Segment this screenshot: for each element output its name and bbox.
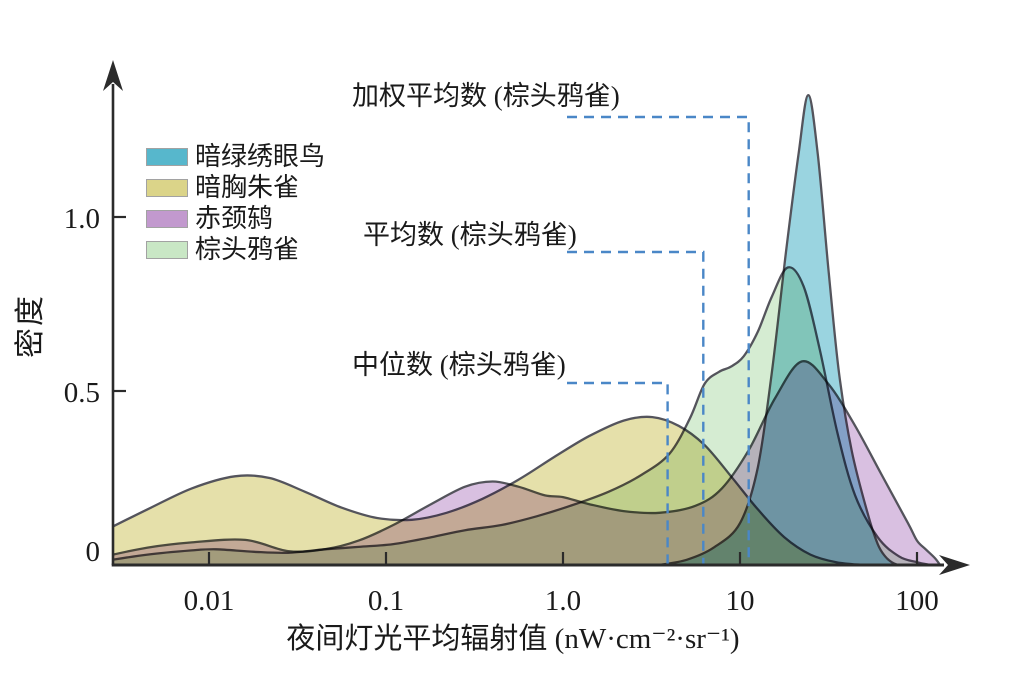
x-tick-label: 100 (895, 585, 939, 617)
y-axis-arrow-icon (103, 60, 123, 91)
legend-label: 暗绿绣眼鸟 (195, 141, 326, 171)
y-axis-title: 密度 (14, 294, 47, 358)
stat-line-mean (567, 250, 705, 565)
axis-tick-labels: 0.01 0.1 1.0 10 100 0 0.5 1.0 (64, 203, 939, 617)
y-tick-label: 0 (86, 536, 101, 568)
y-tick-label: 1.0 (64, 203, 100, 235)
legend-label: 棕头鸦雀 (195, 234, 300, 264)
legend-label: 暗胸朱雀 (195, 172, 300, 202)
legend-item-1: 暗胸朱雀 (146, 172, 325, 203)
annotation-median: 中位数 (棕头鸦雀) (352, 350, 566, 380)
legend-label: 赤颈鸫 (195, 203, 274, 233)
legend-item-2: 赤颈鸫 (146, 203, 325, 234)
x-tick-label: 10 (726, 585, 755, 617)
x-axis-arrow-icon (939, 555, 970, 575)
x-tick-label: 0.1 (368, 585, 404, 617)
annotation-weighted-mean: 加权平均数 (棕头鸦雀) (352, 81, 620, 111)
legend: 暗绿绣眼鸟 暗胸朱雀 赤颈鸫 棕头鸦雀 (146, 141, 325, 265)
legend-swatch (146, 240, 188, 259)
legend-swatch (146, 147, 188, 166)
stat-dashed-lines (567, 115, 750, 565)
legend-item-0: 暗绿绣眼鸟 (146, 141, 325, 172)
legend-swatch (146, 178, 188, 197)
x-tick-label: 0.01 (184, 585, 235, 617)
density-curve-parrotbill (113, 266, 933, 565)
x-axis-title: 夜间灯光平均辐射值 (nW·cm⁻²·sr⁻¹) (286, 623, 740, 655)
y-tick-label: 0.5 (64, 377, 100, 409)
stat-line-weighted-mean (567, 115, 750, 565)
axis-ticks (113, 215, 919, 565)
legend-item-3: 棕头鸦雀 (146, 234, 325, 265)
legend-swatch (146, 209, 188, 228)
density-curves (113, 94, 942, 565)
x-tick-label: 1.0 (545, 585, 581, 617)
annotation-mean: 平均数 (棕头鸦雀) (363, 220, 577, 250)
axes (103, 60, 970, 575)
stat-line-median (567, 381, 669, 565)
